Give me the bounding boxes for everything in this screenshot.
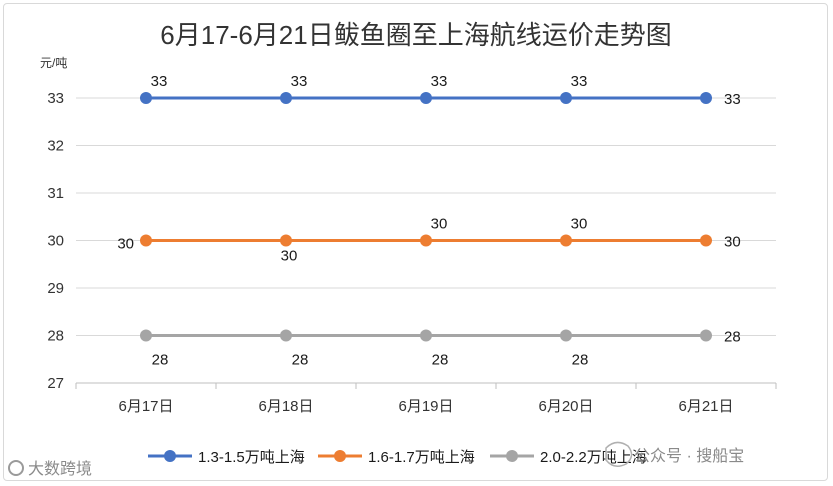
y-tick-label: 32 [47, 138, 64, 155]
data-point [280, 329, 292, 342]
x-tick-label: 6月19日 [398, 398, 453, 415]
y-axis-unit: 元/吨 [40, 56, 67, 70]
data-label: 30 [431, 216, 448, 233]
legend-label: 2.0-2.2万吨上海 [540, 449, 647, 466]
data-point [700, 234, 712, 247]
data-labels: 33 33 33 33 33 30 30 30 30 30 28 28 28 28 28 [117, 73, 740, 369]
data-label: 28 [724, 329, 741, 346]
x-tick-label: 6月21日 [678, 398, 733, 415]
data-point [420, 234, 432, 247]
legend-item: 2.0-2.2万吨上海 [490, 449, 647, 466]
data-label: 30 [724, 234, 741, 251]
legend-item: 1.3-1.5万吨上海 [148, 449, 305, 466]
x-tick-label: 6月17日 [118, 398, 173, 415]
x-tick-label: 6月20日 [538, 398, 593, 415]
data-point [280, 92, 292, 104]
data-label: 28 [292, 352, 309, 369]
watermark-text-right: 公众号 · 搜船宝 [634, 447, 744, 465]
legend-marker [506, 450, 518, 462]
series-layer [140, 92, 712, 342]
data-point [280, 234, 292, 247]
data-point [140, 92, 152, 104]
legend-label: 1.6-1.7万吨上海 [368, 449, 475, 466]
y-tick-label: 27 [47, 375, 64, 392]
data-label: 28 [572, 352, 589, 369]
legend-marker [334, 450, 346, 462]
data-label: 30 [117, 236, 134, 253]
legend-label: 1.3-1.5万吨上海 [198, 449, 305, 466]
watermark-logo-icon [8, 460, 24, 476]
y-tick-label: 29 [47, 280, 64, 297]
wechat-icon [605, 441, 633, 467]
data-label: 28 [432, 352, 449, 369]
data-label: 30 [571, 216, 588, 233]
data-label: 33 [291, 73, 308, 90]
legend-item: 1.6-1.7万吨上海 [318, 449, 475, 466]
y-tick-label: 31 [47, 185, 64, 202]
data-label: 33 [571, 73, 588, 90]
data-point [140, 234, 152, 247]
watermark-text-left: 大数跨境 [28, 459, 92, 478]
data-point [560, 234, 572, 247]
data-label: 28 [152, 352, 169, 369]
data-label: 30 [281, 248, 298, 265]
y-tick-label: 30 [47, 233, 64, 250]
data-point [700, 329, 712, 342]
y-tick-label: 33 [47, 90, 64, 107]
data-label: 33 [151, 73, 168, 90]
y-axis-ticks: 27 28 29 30 31 32 33 [47, 90, 64, 392]
legend-marker [164, 450, 176, 462]
data-point [560, 329, 572, 342]
data-point [420, 92, 432, 104]
data-point [420, 329, 432, 342]
data-label: 33 [431, 73, 448, 90]
data-point [700, 92, 712, 104]
watermark-bottom-right: 公众号 · 搜船宝 [605, 441, 744, 467]
data-point [560, 92, 572, 104]
watermark-bottom-left: 大数跨境 [8, 459, 92, 478]
chart-frame [3, 3, 828, 481]
x-tick-label: 6月18日 [258, 398, 313, 415]
legend: 1.3-1.5万吨上海 1.6-1.7万吨上海 2.0-2.2万吨上海 [148, 449, 647, 466]
data-label: 33 [724, 91, 741, 108]
x-axis-ticks: 6月17日 6月18日 6月19日 6月20日 6月21日 [75, 383, 777, 415]
y-tick-label: 28 [47, 328, 64, 345]
chart-title: 6月17-6月21日鲅鱼圈至上海航线运价走势图 [160, 20, 671, 50]
data-point [140, 329, 152, 342]
